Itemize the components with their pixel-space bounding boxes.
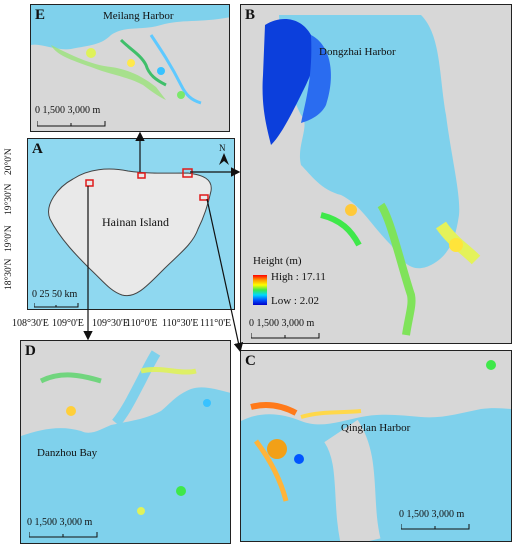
panel-e-meilang-harbor: E Meilang Harbor 0 1,500 3,000 m bbox=[30, 4, 230, 132]
meilang-map bbox=[31, 5, 229, 105]
lon-tick-110-30e: 110°30'E bbox=[162, 318, 199, 329]
panel-a-hainan-overview: A Hainan Island N 0 25 50 km bbox=[27, 138, 235, 310]
scale-bar-c-labels: 0 1,500 3,000 m bbox=[399, 509, 465, 520]
scale-bar-a-labels: 0 25 50 km bbox=[32, 289, 78, 300]
panel-c-label: C bbox=[245, 353, 256, 369]
qinglan-harbor-name: Qinglan Harbor bbox=[341, 422, 411, 434]
qinglan-map bbox=[241, 360, 511, 541]
danzhou-bay-name: Danzhou Bay bbox=[37, 447, 98, 459]
legend-title: Height (m) bbox=[253, 255, 302, 267]
legend-high: High : 17.11 bbox=[271, 271, 326, 283]
lon-tick-109-30e: 109°30'E bbox=[92, 318, 129, 329]
lon-tick-108-30e: 108°30'E bbox=[12, 318, 49, 329]
panel-c-qinglan-harbor: C Qinglan Harbor 0 1,500 3,000 m bbox=[240, 350, 512, 542]
hainan-island-name: Hainan Island bbox=[102, 215, 169, 229]
lon-tick-110e: 110°0'E bbox=[126, 318, 158, 329]
legend-low: Low : 2.02 bbox=[271, 295, 319, 307]
north-label: N bbox=[219, 143, 226, 153]
legend-color-ramp bbox=[253, 275, 267, 305]
lon-tick-111e: 111°0'E bbox=[200, 318, 232, 329]
lat-tick-20n: 20°0'N bbox=[4, 148, 14, 175]
height-legend: Height (m) High : 17.11 Low : 2.02 bbox=[249, 255, 369, 315]
panel-b-label: B bbox=[245, 7, 256, 23]
panel-e-label: E bbox=[35, 7, 46, 23]
lat-tick-19-30n: 19°30'N bbox=[4, 183, 14, 215]
panel-d-danzhou-bay: D Danzhou Bay 0 1,500 3,000 m bbox=[20, 340, 231, 544]
scale-bar-e-labels: 0 1,500 3,000 m bbox=[35, 105, 101, 116]
lat-tick-18-30n: 18°30'N bbox=[4, 258, 14, 290]
lat-tick-19n: 19°0'N bbox=[4, 225, 14, 252]
dongzhai-harbor-name: Dongzhai Harbor bbox=[319, 46, 396, 58]
panel-a-label: A bbox=[32, 141, 43, 157]
scale-bar-d-labels: 0 1,500 3,000 m bbox=[27, 517, 93, 528]
panel-d-label: D bbox=[25, 343, 36, 359]
north-arrow-icon: N bbox=[218, 143, 230, 165]
panel-b-dongzhai-harbor: B Dongzhai Harbor Height (m) High : 17.1… bbox=[240, 4, 512, 344]
scale-bar-b-labels: 0 1,500 3,000 m bbox=[249, 318, 315, 329]
danzhou-map bbox=[21, 350, 230, 543]
meilang-harbor-name: Meilang Harbor bbox=[103, 10, 174, 22]
hainan-island-map bbox=[48, 168, 212, 297]
lon-tick-109e: 109°0'E bbox=[52, 318, 84, 329]
dongzhai-map bbox=[262, 15, 481, 336]
